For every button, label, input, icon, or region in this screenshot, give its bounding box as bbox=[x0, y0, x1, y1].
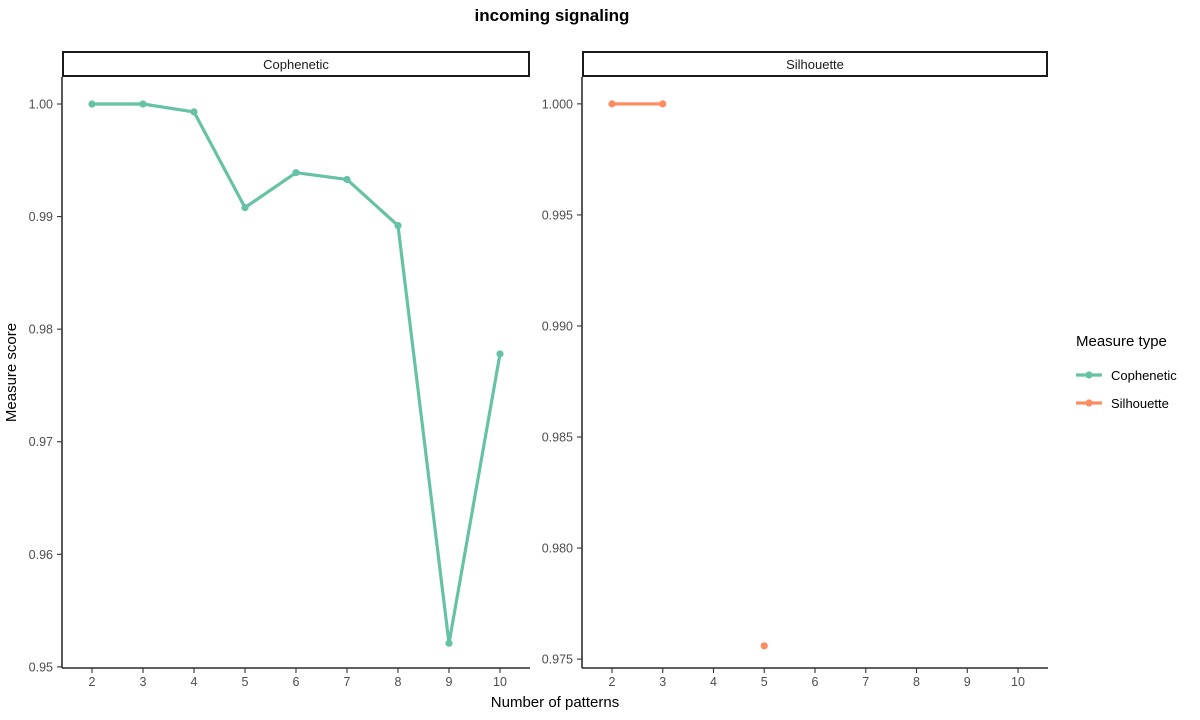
y-tick-label: 0.96 bbox=[29, 548, 53, 562]
x-tick-label: 9 bbox=[446, 675, 453, 689]
x-tick-label: 7 bbox=[862, 675, 869, 689]
data-point bbox=[394, 221, 402, 230]
x-tick-label: 8 bbox=[913, 675, 920, 689]
y-tick-label: 0.975 bbox=[542, 653, 573, 667]
x-tick-label: 2 bbox=[89, 675, 96, 689]
data-point bbox=[190, 108, 198, 116]
silhouette-line-point-icon bbox=[1076, 399, 1102, 407]
facet-strip-silhouette-label: Silhouette bbox=[786, 56, 844, 72]
data-point bbox=[343, 175, 351, 184]
data-point bbox=[292, 169, 300, 177]
legend-label-cophenetic: Cophenetic bbox=[1111, 367, 1177, 383]
x-axis-title: Number of patterns bbox=[490, 694, 620, 711]
x-tick-label: 4 bbox=[191, 675, 198, 689]
x-tick-label: 10 bbox=[493, 675, 507, 689]
y-tick-label: 0.97 bbox=[29, 435, 53, 449]
y-tick-label: 0.95 bbox=[29, 660, 53, 674]
data-point bbox=[88, 100, 96, 108]
y-tick-label: 0.990 bbox=[542, 319, 573, 333]
data-point bbox=[496, 350, 504, 358]
data-point bbox=[659, 100, 667, 108]
x-tick-label: 3 bbox=[140, 675, 147, 689]
data-point bbox=[241, 203, 249, 212]
data-point bbox=[760, 642, 768, 650]
y-tick-label: 1.000 bbox=[542, 97, 573, 111]
legend-entry-cophenetic: Cophenetic bbox=[1076, 361, 1196, 389]
data-point bbox=[608, 100, 616, 108]
x-tick-label: 6 bbox=[293, 675, 300, 689]
x-tick-label: 3 bbox=[659, 675, 666, 689]
cophenetic-line-point-icon bbox=[1076, 371, 1102, 379]
y-tick-label: 0.995 bbox=[542, 208, 573, 222]
y-tick-label: 0.98 bbox=[29, 323, 53, 337]
facet-strip-cophenetic: Cophenetic bbox=[62, 51, 530, 77]
data-point bbox=[445, 639, 453, 647]
y-tick-label: 0.99 bbox=[29, 210, 53, 224]
legend: Measure type Cophenetic Silhouette bbox=[1076, 333, 1196, 417]
x-tick-label: 5 bbox=[242, 675, 249, 689]
y-tick-label: 0.985 bbox=[542, 431, 573, 445]
x-tick-label: 7 bbox=[344, 675, 351, 689]
legend-label-silhouette: Silhouette bbox=[1111, 395, 1169, 411]
x-tick-label: 8 bbox=[395, 675, 402, 689]
legend-title: Measure type bbox=[1076, 333, 1167, 350]
chart-title: incoming signaling bbox=[474, 6, 630, 25]
y-tick-label: 0.980 bbox=[542, 542, 573, 556]
facet-strip-cophenetic-label: Cophenetic bbox=[263, 56, 329, 72]
facet-strip-silhouette: Silhouette bbox=[582, 51, 1048, 77]
legend-entry-silhouette: Silhouette bbox=[1076, 389, 1196, 417]
y-tick-label: 1.00 bbox=[29, 98, 53, 112]
x-tick-label: 6 bbox=[812, 675, 819, 689]
x-tick-label: 10 bbox=[1011, 675, 1025, 689]
x-tick-label: 2 bbox=[609, 675, 616, 689]
data-point bbox=[139, 100, 147, 108]
x-tick-label: 4 bbox=[710, 675, 717, 689]
series-line bbox=[90, 102, 502, 645]
x-tick-label: 5 bbox=[761, 675, 768, 689]
x-tick-label: 9 bbox=[964, 675, 971, 689]
